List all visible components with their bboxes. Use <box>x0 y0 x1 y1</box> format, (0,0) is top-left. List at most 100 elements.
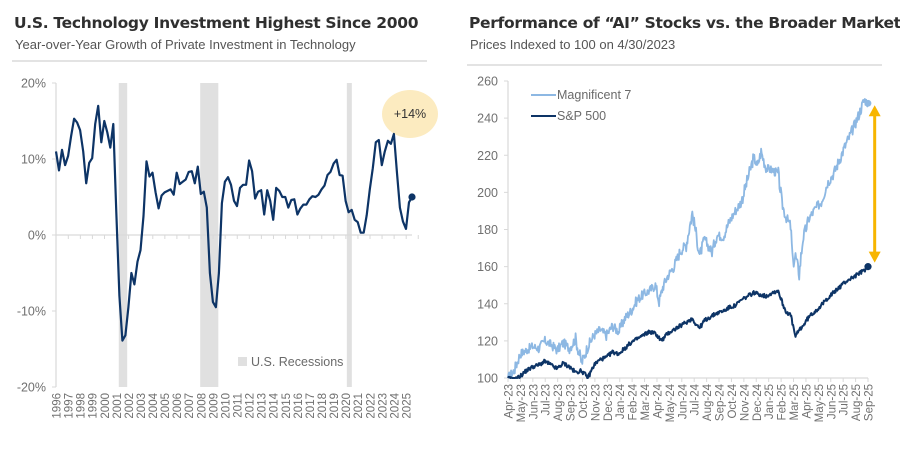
x-tick-label: Nov-23 <box>590 384 602 421</box>
x-tick-label: Apr-24 <box>652 383 664 418</box>
x-tick-label: 2007 <box>184 393 196 419</box>
x-tick-label: 2005 <box>160 393 172 419</box>
tech-investment-line <box>54 104 413 342</box>
x-tick-label: Jul-25 <box>839 384 851 415</box>
y-tick-label: 220 <box>477 149 498 163</box>
x-tick-label: Mar-25 <box>789 384 801 420</box>
sp500-endpoint <box>864 263 872 271</box>
x-tick-label: May-23 <box>516 384 528 422</box>
y-tick-label: 180 <box>477 223 498 237</box>
x-tick-label: Feb-25 <box>777 384 789 420</box>
right-legend: Magnificent 7 S&P 500 <box>531 88 631 123</box>
y-tick-label: 20% <box>21 77 46 91</box>
x-tick-label: 2006 <box>172 393 184 419</box>
right-axes <box>507 81 868 379</box>
latest-value-callout: +14% <box>382 90 438 138</box>
x-tick-label: Jun-24 <box>677 383 689 419</box>
x-tick-label: 2004 <box>148 392 160 418</box>
x-tick-label: Jul-24 <box>690 383 702 415</box>
x-tick-label: Oct-23 <box>578 384 590 419</box>
right-x-tick-labels: Apr-23 May-23 Jun-23 Jul-23 Aug-23 Sep-23 Oct-… <box>504 378 876 422</box>
x-tick-label: Jun-23 <box>528 384 540 419</box>
performance-gap-arrow <box>868 105 881 263</box>
recession-legend: U.S. Recessions <box>238 355 343 369</box>
x-tick-label: 1997 <box>64 393 76 419</box>
right-title-divider <box>467 64 882 66</box>
y-tick-label: 240 <box>477 112 498 126</box>
x-tick-label: Dec-23 <box>603 384 615 421</box>
left-title-divider <box>12 60 427 62</box>
right-y-tick-labels: 100 120 140 160 180 200 220 240 260 <box>477 75 508 386</box>
x-tick-label: 2003 <box>136 393 148 419</box>
x-tick-label: Aug-24 <box>702 383 714 421</box>
x-tick-label: 2009 <box>208 393 220 419</box>
x-tick-label: 2021 <box>353 393 365 419</box>
x-tick-label: Jan-24 <box>615 383 627 419</box>
right-chart-title: Performance of “AI” Stocks vs. the Broad… <box>469 14 900 32</box>
x-tick-label: May-25 <box>814 384 826 422</box>
x-tick-label: 2012 <box>245 393 257 419</box>
x-tick-label: 2008 <box>196 393 208 419</box>
y-tick-label: 120 <box>477 334 498 348</box>
x-tick-label: 2000 <box>100 393 112 419</box>
x-tick-label: Oct-24 <box>727 383 739 418</box>
x-tick-label: Jun-25 <box>826 384 838 419</box>
legend-label-magnificent-7: Magnificent 7 <box>557 88 631 102</box>
x-tick-label: 2010 <box>220 393 232 419</box>
x-tick-label: 2011 <box>233 393 245 418</box>
x-tick-label: 2025 <box>401 393 413 419</box>
y-tick-label: 100 <box>477 372 498 386</box>
x-tick-label: 1999 <box>88 393 100 419</box>
legend-label-sp500: S&P 500 <box>557 109 606 123</box>
x-tick-label: 2024 <box>389 392 401 418</box>
x-tick-label: 2014 <box>269 392 281 418</box>
x-tick-label: 2018 <box>317 393 329 419</box>
x-tick-label: Aug-23 <box>553 384 565 421</box>
left-axes <box>55 83 412 387</box>
y-tick-label: 260 <box>477 75 498 89</box>
x-tick-label: 2019 <box>329 393 341 419</box>
right-chart-subtitle: Prices Indexed to 100 on 4/30/2023 <box>470 37 676 52</box>
x-tick-label: 2013 <box>257 393 269 419</box>
recession-legend-label: U.S. Recessions <box>251 355 343 369</box>
x-tick-label: 1998 <box>76 393 88 419</box>
gap-arrow-head-down <box>868 251 881 263</box>
x-tick-label: Dec-24 <box>752 383 764 421</box>
x-tick-label: Nov-24 <box>739 383 751 421</box>
x-tick-label: Jul-23 <box>541 384 553 415</box>
x-tick-label: Sep-25 <box>864 384 876 421</box>
y-tick-label: 10% <box>21 153 46 167</box>
x-tick-label: 2015 <box>281 393 293 419</box>
y-tick-label: 0% <box>28 229 46 243</box>
x-tick-label: 2001 <box>112 393 124 419</box>
x-tick-label: 2017 <box>305 393 317 419</box>
x-tick-label: 2002 <box>124 393 136 419</box>
magnificent-7-endpoint <box>864 99 872 107</box>
y-tick-label: -10% <box>17 305 46 319</box>
callout-bubble <box>382 90 438 138</box>
x-tick-label: Sep-24 <box>715 383 727 421</box>
y-tick-label: -20% <box>17 381 46 395</box>
y-tick-label: 140 <box>477 297 498 311</box>
x-tick-label: Apr-23 <box>504 384 516 419</box>
callout-label: +14% <box>394 107 426 121</box>
left-chart-subtitle: Year-over-Year Growth of Private Investm… <box>15 37 356 52</box>
x-tick-label: 1996 <box>52 393 64 419</box>
left-y-tick-labels: 20% 10% 0% -10% -20% <box>17 77 56 395</box>
x-tick-label: Apr-25 <box>801 384 813 419</box>
x-tick-label: Mar-24 <box>640 383 652 420</box>
left-x-tick-labels: 1996 1997 1998 1999 2000 2001 2002 2003 2004 2005… <box>52 235 419 419</box>
x-tick-label: 2023 <box>377 393 389 419</box>
x-tick-label: Feb-24 <box>628 383 640 420</box>
x-tick-label: 2022 <box>365 393 377 419</box>
x-tick-label: Jan-25 <box>764 384 776 419</box>
x-tick-label: 2020 <box>341 393 353 419</box>
sp500-line <box>507 265 869 379</box>
y-tick-label: 160 <box>477 260 498 274</box>
x-tick-label: 2016 <box>293 393 305 419</box>
left-chart-title: U.S. Technology Investment Highest Since… <box>14 14 419 32</box>
y-tick-label: 200 <box>477 186 498 200</box>
tech-investment-chart: 20%10%0%-10%-20% 1996 1997 1998 1999 2000 200… <box>17 77 438 419</box>
x-tick-label: Sep-23 <box>566 384 578 421</box>
magnificent-7-line <box>507 98 869 379</box>
